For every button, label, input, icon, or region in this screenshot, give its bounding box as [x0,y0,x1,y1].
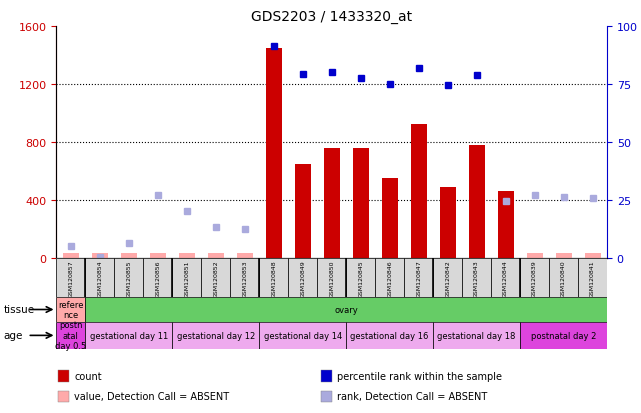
Bar [433,258,462,297]
Text: GSM120845: GSM120845 [358,260,363,298]
Bar [585,254,601,258]
Text: GSM120844: GSM120844 [503,260,508,298]
Title: GDS2203 / 1433320_at: GDS2203 / 1433320_at [251,10,412,24]
Bar [404,258,433,297]
Bar [114,258,144,297]
Bar [56,258,85,297]
Text: GSM120841: GSM120841 [590,260,595,298]
Text: gestational day 14: gestational day 14 [263,331,342,340]
Bar [497,192,513,258]
Bar [346,258,375,297]
Bar [324,148,340,258]
Bar [520,258,549,297]
Text: value, Detection Call = ABSENT: value, Detection Call = ABSENT [74,392,229,401]
Bar [317,258,346,297]
Bar [92,254,108,258]
Bar [85,258,114,297]
Bar [201,258,230,297]
Bar [411,125,427,258]
Bar [259,258,288,297]
Text: gestational day 16: gestational day 16 [351,331,429,340]
Text: rank, Detection Call = ABSENT: rank, Detection Call = ABSENT [337,392,487,401]
Text: GSM120851: GSM120851 [185,260,189,297]
Text: GSM120856: GSM120856 [155,260,160,297]
Text: GSM120853: GSM120853 [242,260,247,298]
Bar [172,322,259,349]
Bar [63,254,79,258]
Text: ovary: ovary [335,305,358,314]
Bar [520,322,607,349]
Bar [208,254,224,258]
Bar [266,48,282,258]
Bar [179,254,195,258]
Text: GSM120846: GSM120846 [387,260,392,298]
Text: gestational day 12: gestational day 12 [177,331,255,340]
Bar [230,258,259,297]
Bar [527,254,542,258]
Bar [491,258,520,297]
Text: age: age [3,330,22,341]
Bar [121,254,137,258]
Bar [353,148,369,258]
Text: GSM120850: GSM120850 [329,260,334,297]
Text: gestational day 18: gestational day 18 [437,331,516,340]
Bar [433,322,520,349]
Text: GSM120849: GSM120849 [300,260,305,298]
Bar [346,322,433,349]
Bar [375,258,404,297]
Bar [549,258,578,297]
Text: GSM120855: GSM120855 [126,260,131,297]
Text: GSM120857: GSM120857 [69,260,74,298]
Text: postnatal day 2: postnatal day 2 [531,331,596,340]
Text: GSM120848: GSM120848 [271,260,276,298]
Text: GSM120854: GSM120854 [97,260,103,298]
Bar [259,322,346,349]
Text: GSM120840: GSM120840 [561,260,566,298]
Text: GSM120839: GSM120839 [532,260,537,298]
Bar [56,297,85,322]
Bar [556,254,572,258]
Text: tissue: tissue [3,305,35,315]
Text: count: count [74,371,102,381]
Text: percentile rank within the sample: percentile rank within the sample [337,371,502,381]
Bar [288,258,317,297]
Text: postn
atal
day 0.5: postn atal day 0.5 [55,321,87,350]
Bar [462,258,491,297]
Text: GSM120852: GSM120852 [213,260,219,298]
Text: refere
nce: refere nce [58,300,83,319]
Bar [381,178,397,258]
Bar [144,258,172,297]
Text: GSM120842: GSM120842 [445,260,450,298]
Text: GSM120843: GSM120843 [474,260,479,298]
Bar [440,188,456,258]
Bar [237,254,253,258]
Bar [469,145,485,258]
Bar [85,322,172,349]
Bar [295,164,311,258]
Text: gestational day 11: gestational day 11 [90,331,168,340]
Bar [578,258,607,297]
Bar [56,322,85,349]
Bar [150,254,166,258]
Text: GSM120847: GSM120847 [416,260,421,298]
Bar [172,258,201,297]
